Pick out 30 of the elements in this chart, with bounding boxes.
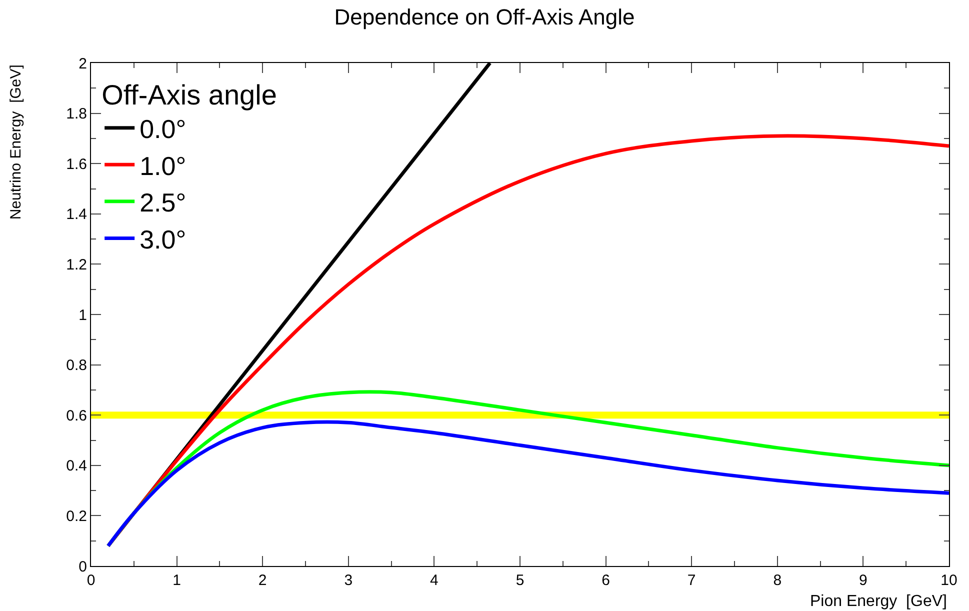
x-tick-label: 9 bbox=[859, 572, 868, 589]
x-tick-label: 6 bbox=[602, 572, 610, 589]
y-axis-title: Neutrino Energy [GeV] bbox=[8, 64, 25, 220]
x-tick-label: 10 bbox=[940, 572, 958, 589]
x-tick-label: 1 bbox=[172, 572, 181, 589]
chart-title: Dependence on Off-Axis Angle bbox=[334, 4, 635, 30]
y-tick-label: 1.4 bbox=[66, 206, 87, 224]
y-tick-label: 0.4 bbox=[66, 458, 87, 475]
x-tick-label: 5 bbox=[516, 572, 524, 589]
legend-label: 0.0° bbox=[140, 114, 186, 144]
y-tick-label: 1.6 bbox=[66, 156, 87, 173]
legend-label: 1.0° bbox=[140, 150, 186, 181]
x-tick-label: 8 bbox=[773, 572, 782, 589]
y-tick-label: 0.8 bbox=[66, 357, 87, 374]
y-tick-label: 0.2 bbox=[66, 508, 87, 525]
legend-label: 3.0° bbox=[140, 224, 186, 254]
y-tick-label: 1.2 bbox=[66, 256, 87, 274]
x-tick-label: 7 bbox=[687, 572, 696, 589]
x-axis-title: Pion Energy [GeV] bbox=[810, 593, 947, 610]
line-series bbox=[106, 420, 949, 548]
legend-title: Off-Axis angle bbox=[102, 79, 277, 110]
y-tick-label: 0.6 bbox=[66, 407, 87, 424]
y-tick-label: 1 bbox=[78, 306, 87, 324]
x-tick-label: 3 bbox=[344, 572, 353, 589]
legend-label: 2.5° bbox=[140, 188, 186, 218]
y-tick-label: 2 bbox=[78, 55, 87, 72]
y-tick-label: 1.8 bbox=[66, 106, 87, 123]
x-tick-label: 2 bbox=[258, 572, 267, 589]
x-tick-label: 4 bbox=[430, 572, 438, 589]
y-tick-label: 0 bbox=[78, 558, 87, 576]
